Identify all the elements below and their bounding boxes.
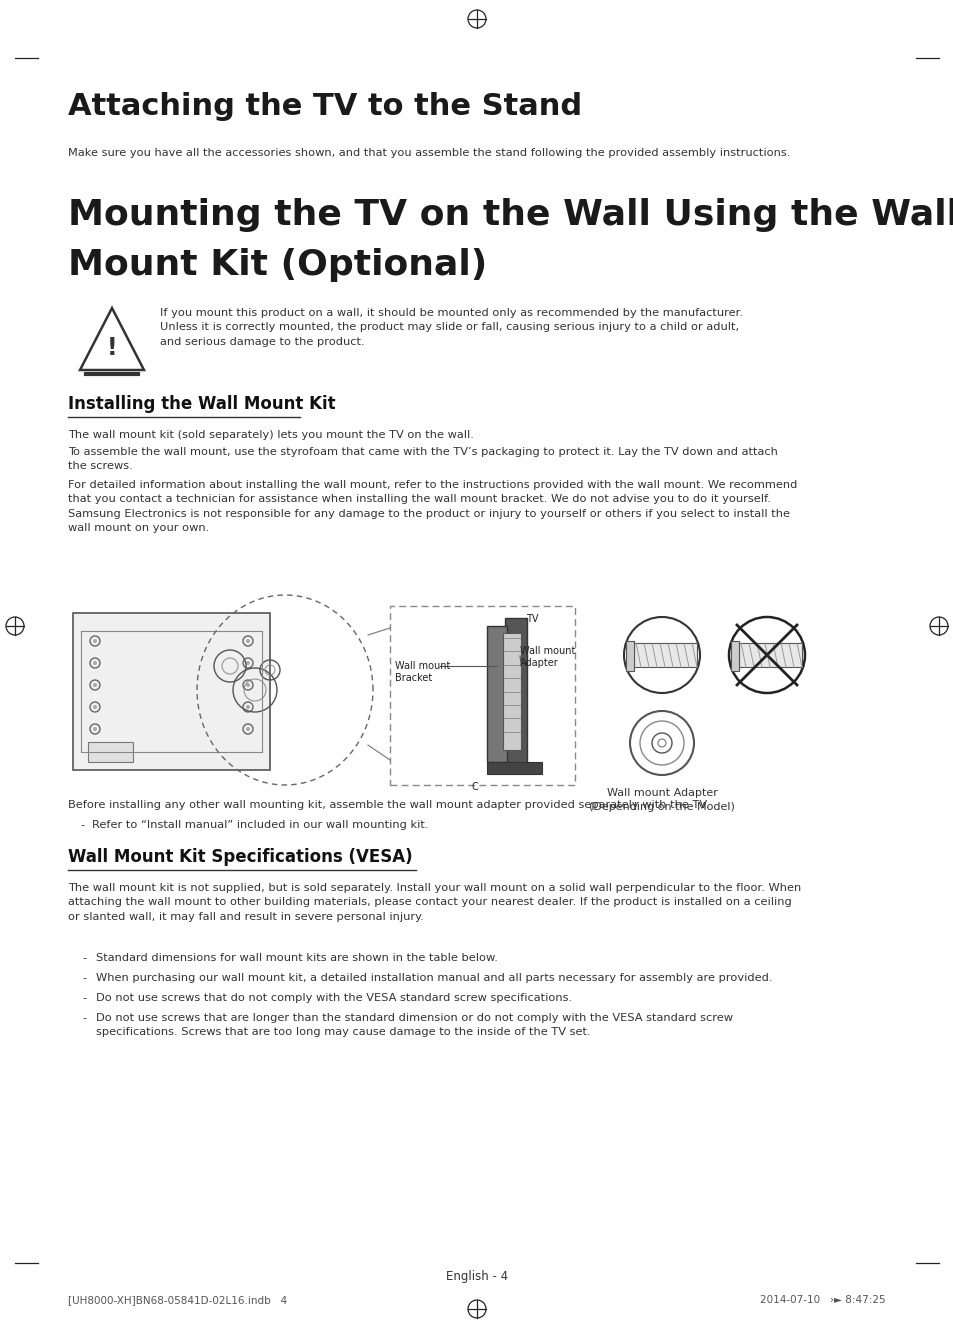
FancyBboxPatch shape	[730, 641, 739, 671]
Circle shape	[92, 705, 97, 709]
Text: If you mount this product on a wall, it should be mounted only as recommended by: If you mount this product on a wall, it …	[160, 308, 742, 347]
Text: Wall mount
Bracket: Wall mount Bracket	[395, 660, 450, 683]
FancyBboxPatch shape	[73, 613, 270, 770]
Text: Standard dimensions for wall mount kits are shown in the table below.: Standard dimensions for wall mount kits …	[96, 952, 497, 963]
Text: -: -	[82, 952, 86, 963]
Text: Wall mount Adapter
(Depending on the Model): Wall mount Adapter (Depending on the Mod…	[588, 789, 734, 812]
Text: Mounting the TV on the Wall Using the Wall: Mounting the TV on the Wall Using the Wa…	[68, 198, 953, 232]
Text: Wall Mount Kit Specifications (VESA): Wall Mount Kit Specifications (VESA)	[68, 848, 413, 867]
Text: For detailed information about installing the wall mount, refer to the instructi: For detailed information about installin…	[68, 480, 797, 534]
Text: Do not use screws that are longer than the standard dimension or do not comply w: Do not use screws that are longer than t…	[96, 1013, 732, 1037]
Text: Wall mount
Adapter: Wall mount Adapter	[519, 646, 575, 668]
Text: [UH8000-XH]BN68-05841D-02L16.indb   4: [UH8000-XH]BN68-05841D-02L16.indb 4	[68, 1295, 287, 1305]
Text: Mount Kit (Optional): Mount Kit (Optional)	[68, 248, 487, 281]
Text: The wall mount kit (sold separately) lets you mount the TV on the wall.: The wall mount kit (sold separately) let…	[68, 431, 474, 440]
Text: -: -	[80, 820, 84, 830]
Text: -: -	[82, 993, 86, 1003]
Circle shape	[92, 727, 97, 731]
FancyBboxPatch shape	[504, 618, 526, 770]
Text: 2014-07-10   ›► 8:47:25: 2014-07-10 ›► 8:47:25	[760, 1295, 885, 1305]
Text: Before installing any other wall mounting kit, assemble the wall mount adapter p: Before installing any other wall mountin…	[68, 801, 708, 810]
Circle shape	[246, 660, 250, 664]
Text: -: -	[82, 1013, 86, 1022]
Circle shape	[92, 683, 97, 687]
FancyBboxPatch shape	[486, 762, 541, 774]
FancyBboxPatch shape	[739, 643, 801, 667]
Text: The wall mount kit is not supplied, but is sold separately. Install your wall mo: The wall mount kit is not supplied, but …	[68, 882, 801, 922]
Text: Installing the Wall Mount Kit: Installing the Wall Mount Kit	[68, 395, 335, 413]
Text: !: !	[107, 336, 117, 361]
FancyBboxPatch shape	[625, 641, 634, 671]
Text: Refer to “Install manual” included in our wall mounting kit.: Refer to “Install manual” included in ou…	[91, 820, 428, 830]
FancyBboxPatch shape	[634, 643, 697, 667]
Text: C: C	[471, 782, 477, 793]
FancyBboxPatch shape	[486, 626, 506, 762]
Text: TV: TV	[525, 614, 537, 624]
Circle shape	[246, 727, 250, 731]
Text: English - 4: English - 4	[445, 1269, 508, 1283]
Circle shape	[92, 639, 97, 643]
Text: To assemble the wall mount, use the styrofoam that came with the TV’s packaging : To assemble the wall mount, use the styr…	[68, 446, 777, 472]
Circle shape	[92, 660, 97, 664]
Circle shape	[246, 705, 250, 709]
FancyBboxPatch shape	[502, 633, 520, 750]
FancyBboxPatch shape	[88, 742, 132, 762]
Text: When purchasing our wall mount kit, a detailed installation manual and all parts: When purchasing our wall mount kit, a de…	[96, 974, 772, 983]
Text: -: -	[82, 974, 86, 983]
Circle shape	[246, 683, 250, 687]
Text: Do not use screws that do not comply with the VESA standard screw specifications: Do not use screws that do not comply wit…	[96, 993, 572, 1003]
Text: Attaching the TV to the Stand: Attaching the TV to the Stand	[68, 92, 581, 122]
Text: Make sure you have all the accessories shown, and that you assemble the stand fo: Make sure you have all the accessories s…	[68, 148, 789, 159]
Circle shape	[246, 639, 250, 643]
